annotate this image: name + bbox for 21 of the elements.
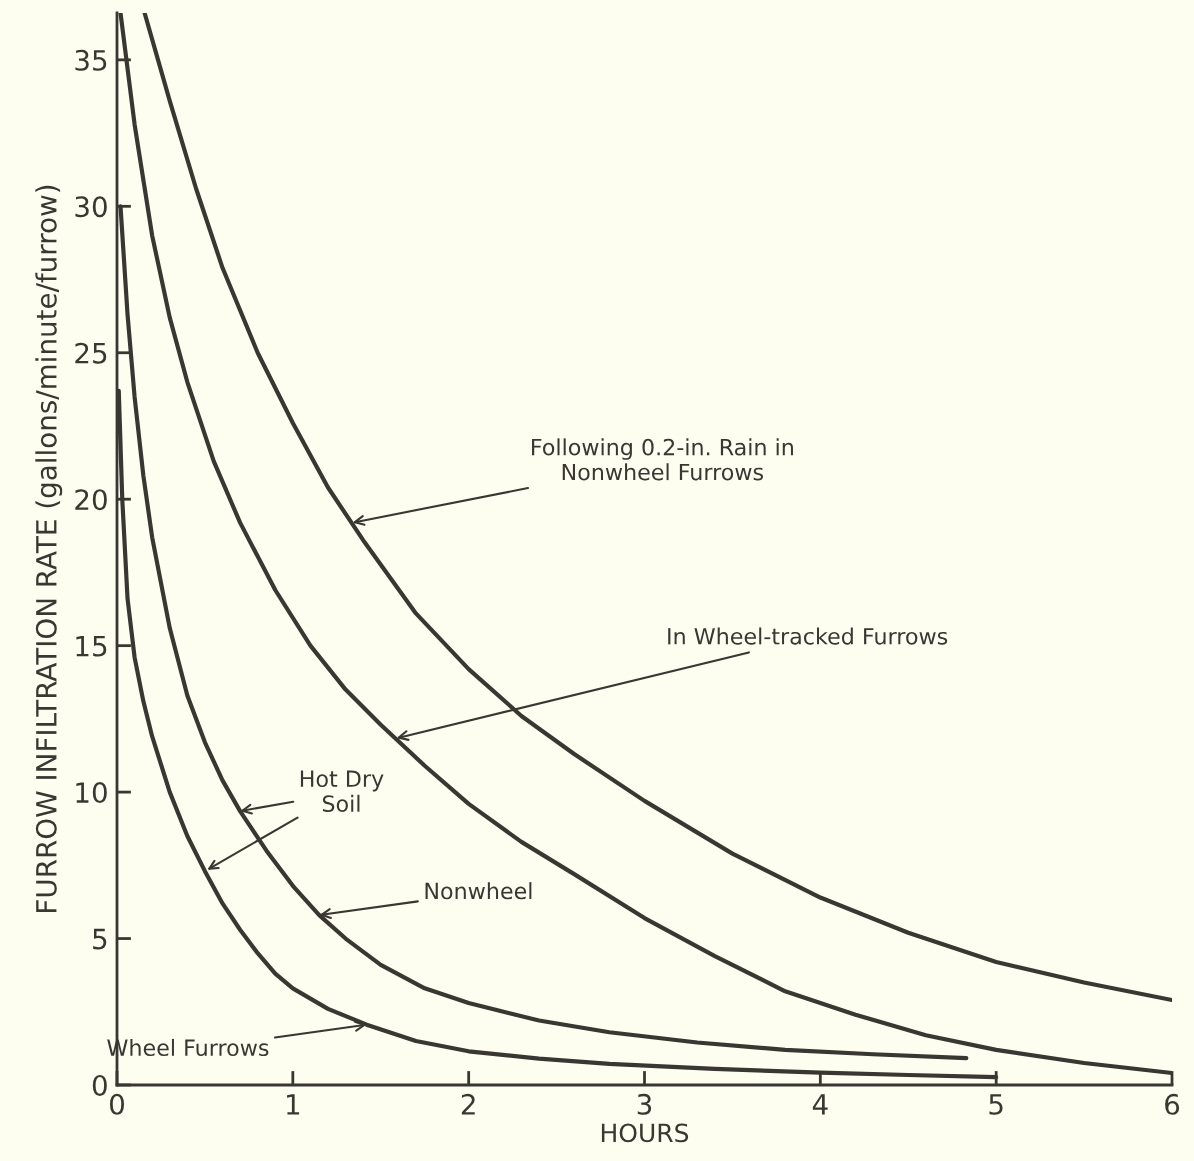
y-tick-label: 5 [93, 928, 107, 950]
x-tick-label: 5 [989, 1094, 1003, 1115]
y-tick-label: 30 [75, 196, 107, 218]
x-tick-label: 0 [109, 1093, 124, 1115]
annotation: Following 0.2-in. Rain in Nonwheel Furrows [532, 438, 793, 481]
annotation: Hot Dry Soil [300, 770, 384, 812]
y-tick-label: 10 [76, 782, 107, 804]
y-tick-label: 35 [75, 49, 107, 71]
x-tick-label: 3 [637, 1093, 652, 1115]
x-tick-label: 1 [287, 1094, 300, 1115]
x-tick-label: 6 [1165, 1093, 1180, 1115]
y-axis-title: FURROW INFILTRATION RATE (gallons/minute/furrow) [35, 185, 63, 912]
annotation: In Wheel-tracked Furrows [668, 627, 948, 645]
x-axis-title: HOURS [601, 1123, 689, 1143]
x-tick-label: 2 [461, 1093, 475, 1115]
y-tick-label: 20 [75, 489, 107, 511]
y-tick-label: 15 [76, 635, 107, 657]
annotation: Nonwheel [425, 882, 532, 900]
y-tick-label: 0 [92, 1074, 107, 1096]
x-tick-label: 4 [812, 1094, 828, 1115]
y-tick-label: 25 [75, 342, 107, 364]
